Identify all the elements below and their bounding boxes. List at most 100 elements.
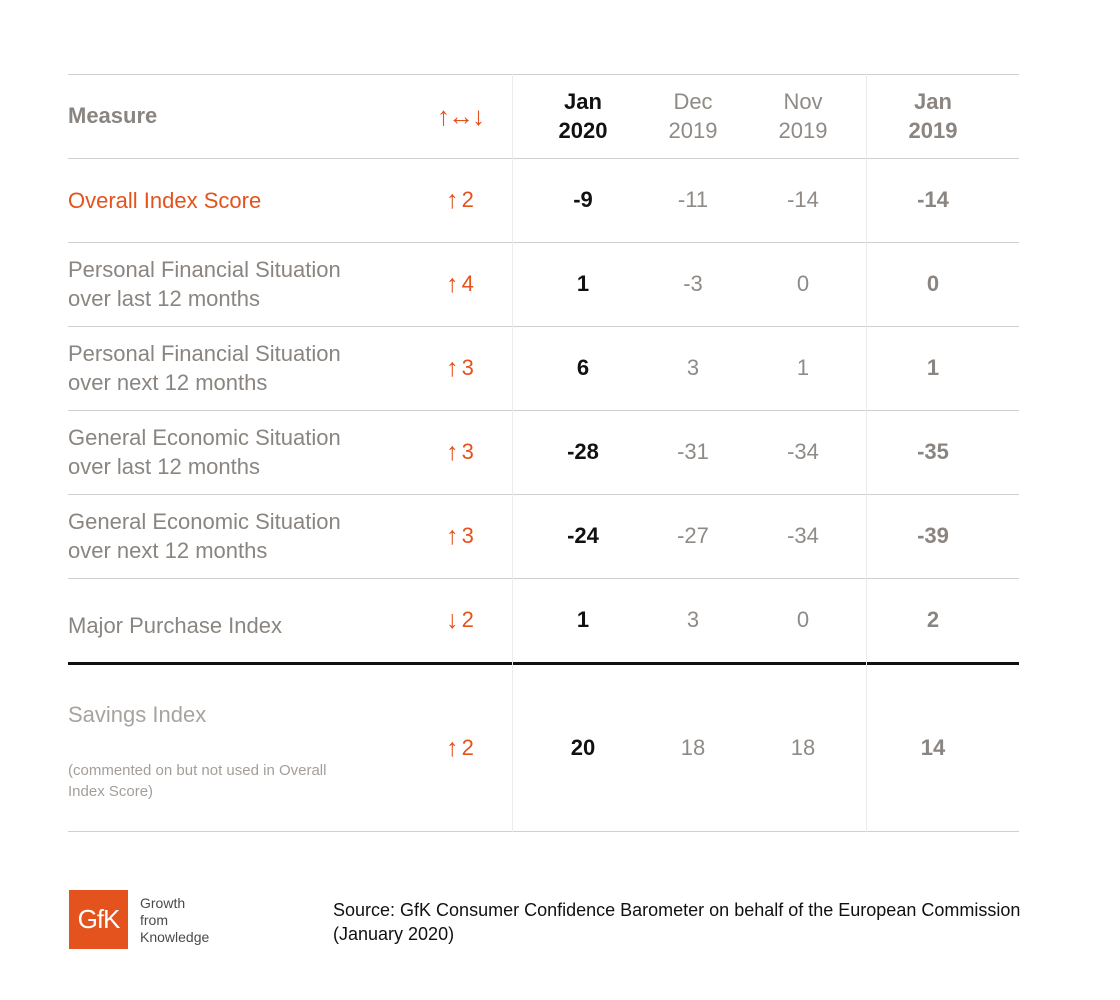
value-nov-2019: 1 — [796, 355, 810, 380]
savings-footnote: (commented on but not used in Overall In… — [68, 760, 326, 802]
column-header-jan-2020: Jan 2020 — [528, 74, 638, 158]
value-nov-2019: 0 — [796, 271, 810, 296]
row-label-savings-index: Savings Index — [68, 701, 207, 727]
value-nov-2019: 18 — [790, 735, 816, 760]
value-jan-2020: 20 — [570, 735, 596, 760]
row-label-line: Personal Financial Situation — [68, 341, 341, 366]
column-divider — [866, 74, 867, 832]
row-label-general-economic-last: General Economic Situation over last 12 … — [68, 410, 341, 494]
header-divider — [68, 158, 1019, 159]
value-dec-2019: -3 — [683, 271, 703, 296]
column-header-year: 2019 — [908, 118, 958, 143]
arrow-up-icon: ↑ — [446, 521, 459, 550]
value-jan-2019: -39 — [917, 523, 949, 548]
column-header-month: Dec — [673, 89, 713, 114]
change-value: 2 — [461, 607, 474, 632]
change-indicator: ↑ 2 — [418, 158, 502, 242]
value-nov-2019: -34 — [787, 439, 819, 464]
change-value: 4 — [461, 271, 474, 296]
value-jan-2020: -28 — [567, 439, 599, 464]
value-nov-2019: -34 — [787, 523, 819, 548]
column-header-jan-2019: Jan 2019 — [878, 74, 988, 158]
table-bottom-rule — [68, 831, 1019, 832]
arrow-up-icon: ↑ — [446, 269, 459, 298]
row-label-line: over last 12 months — [68, 454, 260, 479]
change-value: 2 — [461, 187, 474, 212]
value-jan-2019: -14 — [917, 187, 949, 212]
source-note: Source: GfK Consumer Confidence Baromete… — [333, 898, 1093, 946]
change-indicator: ↓ 2 — [418, 578, 502, 662]
column-divider — [512, 74, 513, 832]
row-divider — [68, 326, 1019, 327]
change-value: 3 — [461, 523, 474, 548]
arrow-down-icon: ↓ — [446, 605, 459, 634]
value-dec-2019: 18 — [680, 735, 706, 760]
row-label-major-purchase-index: Major Purchase Index — [68, 612, 282, 638]
row-label-line: Personal Financial Situation — [68, 257, 341, 282]
value-dec-2019: 3 — [686, 355, 700, 380]
source-line: Source: GfK Consumer Confidence Baromete… — [333, 900, 1021, 920]
value-jan-2019: 2 — [926, 607, 940, 632]
value-jan-2020: -24 — [567, 523, 599, 548]
row-divider — [68, 410, 1019, 411]
change-indicator: ↑ 3 — [418, 326, 502, 410]
tagline-line: from — [140, 912, 168, 928]
savings-separator-rule — [68, 662, 1019, 665]
value-dec-2019: -31 — [677, 439, 709, 464]
change-indicator: ↑ 3 — [418, 410, 502, 494]
change-value: 2 — [461, 735, 474, 760]
row-label-personal-financial-last: Personal Financial Situation over last 1… — [68, 242, 341, 326]
value-nov-2019: 0 — [796, 607, 810, 632]
row-label-overall-index-score: Overall Index Score — [68, 187, 262, 213]
column-header-month: Jan — [564, 89, 602, 114]
column-header-year: 2019 — [778, 118, 828, 143]
footnote-line: (commented on but not used in Overall — [68, 762, 327, 779]
value-jan-2020: 1 — [576, 271, 590, 296]
column-header-year: 2019 — [668, 118, 718, 143]
column-header-month: Jan — [914, 89, 952, 114]
tagline-line: Growth — [140, 895, 186, 911]
change-value: 3 — [461, 439, 474, 464]
change-indicator: ↑ 4 — [418, 242, 502, 326]
value-dec-2019: -11 — [677, 187, 709, 212]
value-jan-2019: 0 — [926, 271, 940, 296]
arrow-up-icon: ↑ — [446, 185, 459, 214]
column-header-dec-2019: Dec 2019 — [638, 74, 748, 158]
row-label-line: over last 12 months — [68, 286, 260, 311]
row-label-line: over next 12 months — [68, 538, 268, 563]
column-header-month: Nov — [783, 89, 823, 114]
arrow-up-icon: ↑ — [446, 353, 459, 382]
value-jan-2020: -9 — [573, 187, 593, 212]
value-dec-2019: 3 — [686, 607, 700, 632]
change-indicator: ↑ 2 — [418, 706, 502, 790]
tagline-line: Knowledge — [140, 929, 210, 945]
row-label-line: General Economic Situation — [68, 509, 341, 534]
value-jan-2020: 6 — [576, 355, 590, 380]
row-divider — [68, 242, 1019, 243]
row-divider — [68, 578, 1019, 579]
value-dec-2019: -27 — [677, 523, 709, 548]
column-header-year: 2020 — [558, 118, 608, 143]
row-label-line: over next 12 months — [68, 370, 268, 395]
logo-tagline: Growth from Knowledge — [140, 895, 209, 946]
value-jan-2019: -35 — [917, 439, 949, 464]
change-direction-header: ↑↔↓ — [437, 100, 485, 131]
row-label-line: General Economic Situation — [68, 425, 341, 450]
column-header-nov-2019: Nov 2019 — [748, 74, 858, 158]
footnote-line: Index Score) — [68, 783, 154, 800]
change-indicator: ↑ 3 — [418, 494, 502, 578]
value-jan-2019: 1 — [926, 355, 940, 380]
value-jan-2020: 1 — [576, 607, 590, 632]
measure-header: Measure — [68, 103, 158, 128]
value-nov-2019: -14 — [787, 187, 819, 212]
gfk-logo: GfK — [69, 890, 128, 949]
arrow-up-icon: ↑ — [446, 733, 459, 762]
row-divider — [68, 494, 1019, 495]
row-label-general-economic-next: General Economic Situation over next 12 … — [68, 494, 341, 578]
change-value: 3 — [461, 355, 474, 380]
table-top-rule — [68, 74, 1019, 75]
source-line: (January 2020) — [333, 924, 455, 944]
value-jan-2019: 14 — [920, 735, 946, 760]
row-label-personal-financial-next: Personal Financial Situation over next 1… — [68, 326, 341, 410]
arrow-up-icon: ↑ — [446, 437, 459, 466]
